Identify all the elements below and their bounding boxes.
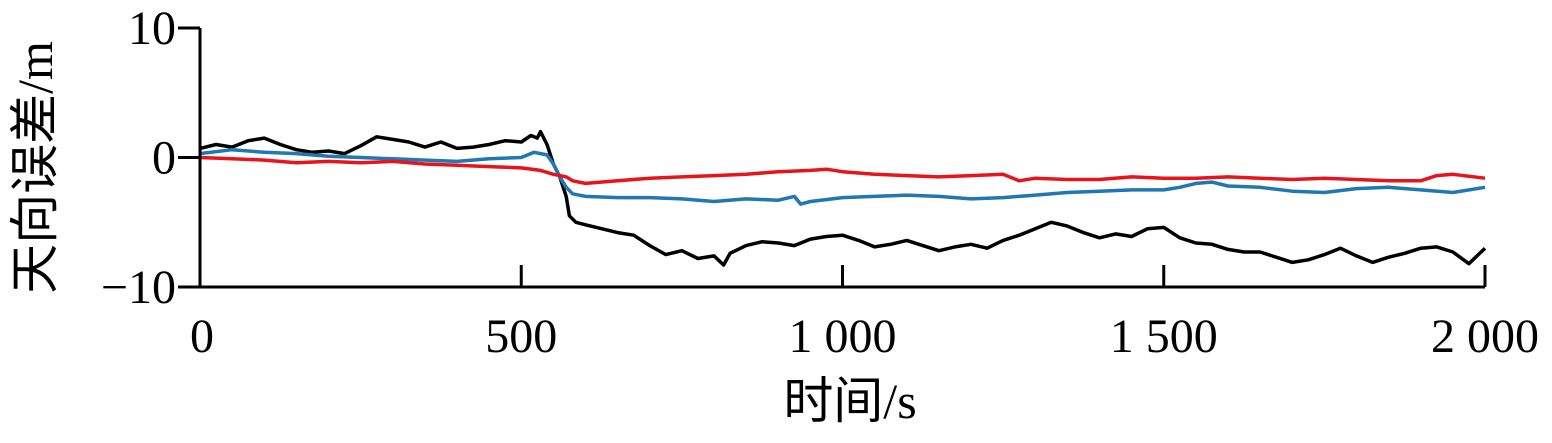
series-line-1 xyxy=(199,129,1487,267)
x-tick-label: 1 500 xyxy=(1110,310,1218,363)
x-tick-label: 500 xyxy=(485,310,557,363)
y-tick-label: 10 xyxy=(128,2,176,55)
y-axis-title: 天向误差/m xyxy=(7,41,63,294)
x-tick-label: 1 000 xyxy=(789,310,897,363)
series-layer xyxy=(199,129,1487,267)
x-tick-label: 0 xyxy=(190,310,214,363)
y-ticks: −10 0 10 xyxy=(101,2,200,314)
series-line-3 xyxy=(199,155,1486,186)
x-tick-label: 2 000 xyxy=(1431,310,1539,363)
x-ticks: 0 500 1 000 1 500 2 000 xyxy=(190,265,1539,363)
series-line-2 xyxy=(199,147,1486,206)
x-axis-title: 时间/s xyxy=(783,373,916,429)
axes: 0 500 1 000 1 500 2 000 −10 0 10 xyxy=(101,2,1539,363)
y-tick-label: 0 xyxy=(152,132,176,185)
y-tick-label: −10 xyxy=(101,261,176,314)
